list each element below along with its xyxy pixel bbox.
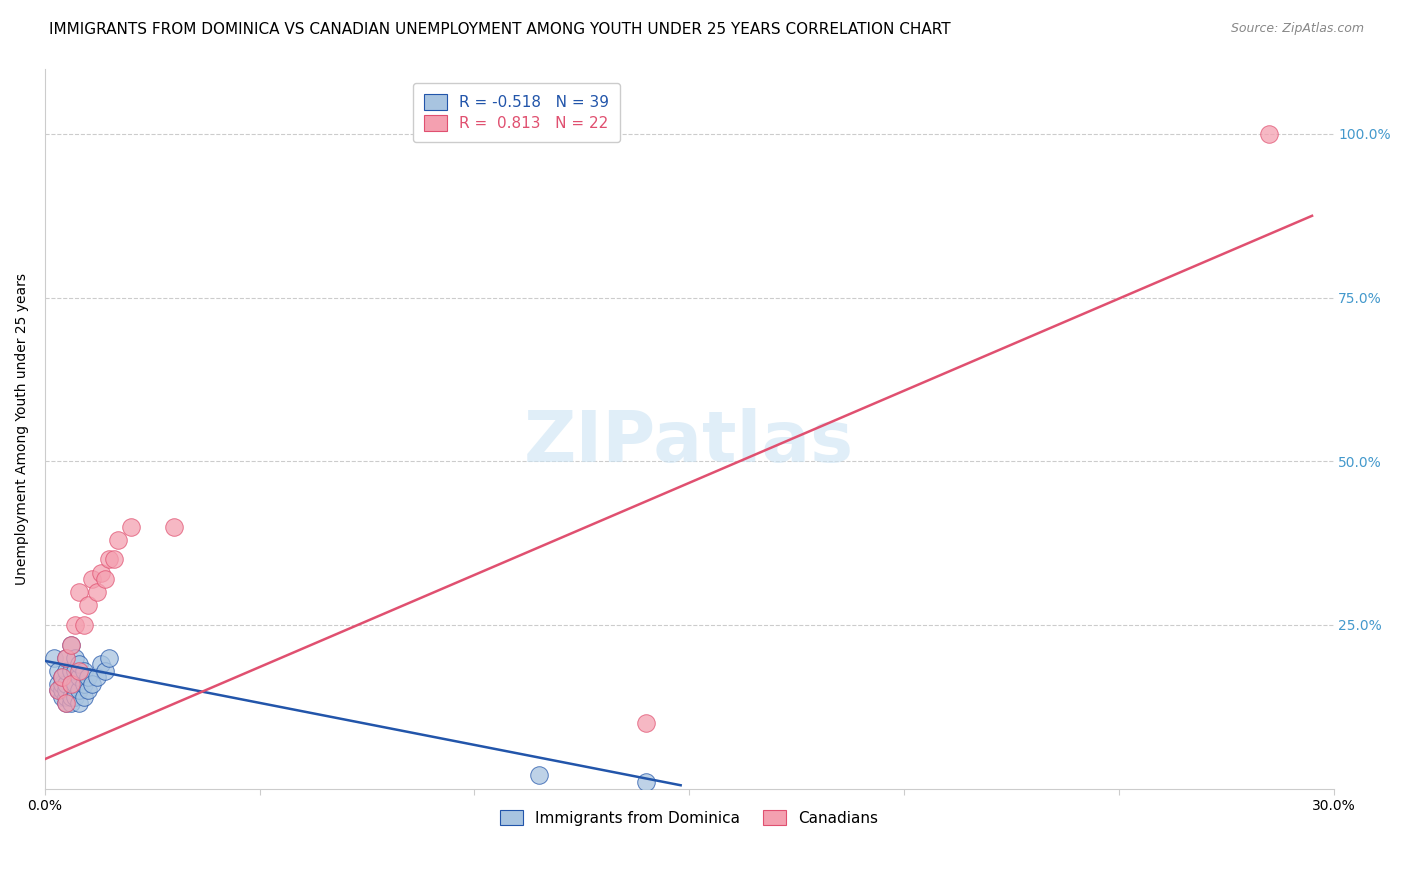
Y-axis label: Unemployment Among Youth under 25 years: Unemployment Among Youth under 25 years bbox=[15, 273, 30, 584]
Point bbox=[67, 664, 90, 678]
Point bbox=[107, 533, 129, 547]
Point bbox=[67, 697, 90, 711]
Point bbox=[46, 677, 69, 691]
Point bbox=[72, 664, 94, 678]
Point bbox=[55, 664, 77, 678]
Point bbox=[63, 677, 86, 691]
Point bbox=[98, 650, 121, 665]
Point bbox=[120, 519, 142, 533]
Point bbox=[86, 670, 108, 684]
Text: Source: ZipAtlas.com: Source: ZipAtlas.com bbox=[1230, 22, 1364, 36]
Point bbox=[55, 677, 77, 691]
Point bbox=[77, 599, 100, 613]
Point bbox=[59, 664, 82, 678]
Point bbox=[42, 650, 65, 665]
Point bbox=[51, 683, 73, 698]
Point bbox=[63, 650, 86, 665]
Point bbox=[55, 697, 77, 711]
Point bbox=[67, 683, 90, 698]
Point bbox=[67, 657, 90, 672]
Point bbox=[163, 519, 186, 533]
Point bbox=[55, 650, 77, 665]
Point bbox=[46, 683, 69, 698]
Point bbox=[98, 552, 121, 566]
Point bbox=[59, 638, 82, 652]
Point bbox=[86, 585, 108, 599]
Point bbox=[59, 677, 82, 691]
Point bbox=[94, 572, 117, 586]
Point bbox=[72, 618, 94, 632]
Legend: Immigrants from Dominica, Canadians: Immigrants from Dominica, Canadians bbox=[491, 800, 887, 835]
Point bbox=[77, 670, 100, 684]
Point bbox=[59, 677, 82, 691]
Point bbox=[94, 664, 117, 678]
Point bbox=[55, 683, 77, 698]
Point bbox=[59, 690, 82, 704]
Point bbox=[51, 690, 73, 704]
Point bbox=[55, 697, 77, 711]
Point bbox=[51, 677, 73, 691]
Text: IMMIGRANTS FROM DOMINICA VS CANADIAN UNEMPLOYMENT AMONG YOUTH UNDER 25 YEARS COR: IMMIGRANTS FROM DOMINICA VS CANADIAN UNE… bbox=[49, 22, 950, 37]
Point bbox=[90, 657, 112, 672]
Point bbox=[63, 690, 86, 704]
Point bbox=[55, 650, 77, 665]
Point bbox=[77, 683, 100, 698]
Point bbox=[72, 690, 94, 704]
Point bbox=[59, 638, 82, 652]
Point bbox=[82, 677, 104, 691]
Text: ZIPatlas: ZIPatlas bbox=[524, 409, 855, 477]
Point bbox=[55, 690, 77, 704]
Point bbox=[67, 670, 90, 684]
Point bbox=[59, 697, 82, 711]
Point bbox=[636, 775, 658, 789]
Point bbox=[90, 566, 112, 580]
Point bbox=[46, 664, 69, 678]
Point bbox=[72, 677, 94, 691]
Point bbox=[67, 585, 90, 599]
Point bbox=[51, 670, 73, 684]
Point bbox=[51, 670, 73, 684]
Point bbox=[527, 768, 550, 782]
Point bbox=[103, 552, 125, 566]
Point bbox=[63, 618, 86, 632]
Point bbox=[1258, 127, 1281, 141]
Point bbox=[82, 572, 104, 586]
Point bbox=[63, 664, 86, 678]
Point bbox=[46, 683, 69, 698]
Point bbox=[636, 716, 658, 731]
